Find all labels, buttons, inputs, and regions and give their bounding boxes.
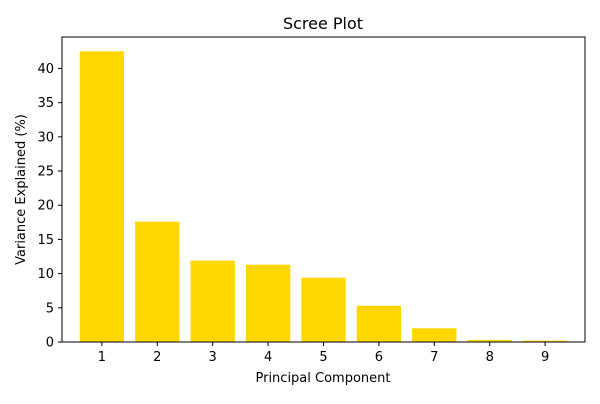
chart-title: Scree Plot [283,14,363,33]
x-tick-label: 5 [319,350,327,365]
y-tick-label: 20 [37,199,54,214]
x-tick-label: 7 [430,350,438,365]
x-tick-label: 4 [264,350,272,365]
x-axis-ticks: 1 2 3 4 5 6 7 8 9 [98,342,549,365]
y-axis-label: Variance Explained (%) [14,114,29,265]
bar-pc-3 [190,260,235,342]
y-tick-label: 35 [37,96,54,111]
x-tick-label: 1 [98,350,106,365]
y-tick-label: 25 [37,165,54,180]
x-tick-label: 9 [541,350,549,365]
y-tick-label: 40 [37,62,54,77]
y-tick-label: 5 [46,301,54,316]
x-axis-label: Principal Component [255,371,390,386]
bar-pc-8 [467,339,512,342]
y-axis-ticks: 0 5 10 15 20 25 30 35 40 [37,62,62,351]
bar-pc-4 [245,264,291,342]
bar-pc-6 [356,305,402,342]
y-tick-label: 10 [37,267,54,282]
y-tick-label: 15 [37,233,54,248]
y-tick-label: 0 [46,336,54,351]
y-tick-label: 30 [37,130,54,145]
bar-pc-1 [79,51,125,343]
x-tick-label: 8 [486,350,494,365]
bar-pc-7 [412,328,457,342]
x-tick-label: 2 [153,350,161,365]
plot-frame [61,36,586,343]
bar-pc-2 [135,221,180,342]
x-tick-label: 6 [375,350,383,365]
bars-group [79,51,568,343]
x-tick-label: 3 [209,350,217,365]
bar-pc-9 [522,340,568,342]
bar-pc-5 [301,277,346,342]
